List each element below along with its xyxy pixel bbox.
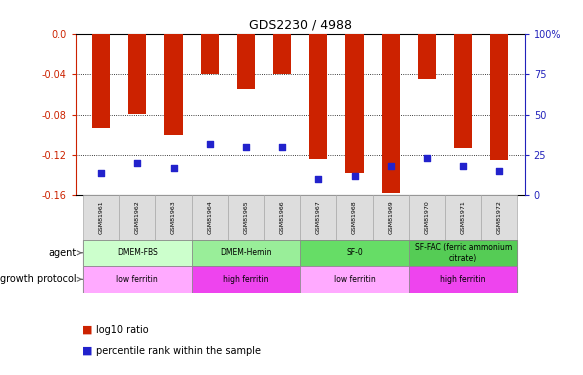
Bar (409, 266, 518, 292)
Text: GSM81961: GSM81961 (99, 201, 104, 234)
Bar (192, 266, 300, 292)
Text: GSM81969: GSM81969 (388, 201, 394, 234)
Text: DMEM-FBS: DMEM-FBS (117, 248, 158, 257)
Text: DMEM-Hemin: DMEM-Hemin (220, 248, 272, 257)
Bar (346, 34, 364, 173)
Bar (192, 195, 228, 240)
Text: high ferritin: high ferritin (223, 275, 269, 284)
Text: GSM81962: GSM81962 (135, 201, 140, 234)
Text: GSM81967: GSM81967 (316, 201, 321, 234)
Bar (300, 240, 409, 266)
Text: low ferritin: low ferritin (333, 275, 375, 284)
Bar (481, 195, 518, 240)
Bar (120, 195, 156, 240)
Text: agent: agent (48, 248, 82, 258)
Bar (445, 195, 481, 240)
Point (278, 144, 287, 150)
Point (495, 168, 504, 174)
Bar (164, 34, 182, 135)
Point (458, 164, 468, 170)
Point (205, 141, 215, 147)
Bar (418, 34, 436, 79)
Text: growth protocol: growth protocol (0, 274, 82, 284)
Bar (201, 34, 219, 74)
Bar (300, 266, 409, 292)
Bar (83, 266, 192, 292)
Text: ■: ■ (82, 346, 92, 355)
Point (169, 165, 178, 171)
Point (422, 155, 431, 161)
Bar (128, 34, 146, 114)
Bar (409, 195, 445, 240)
Text: GSM81965: GSM81965 (244, 201, 248, 234)
Point (241, 144, 251, 150)
Bar (373, 195, 409, 240)
Bar (382, 34, 400, 194)
Bar (156, 195, 192, 240)
Bar (92, 34, 110, 128)
Text: ■: ■ (82, 325, 92, 335)
Bar (454, 34, 472, 148)
Bar (192, 240, 300, 266)
Bar (300, 195, 336, 240)
Bar (490, 34, 508, 160)
Text: percentile rank within the sample: percentile rank within the sample (96, 346, 261, 355)
Bar (273, 34, 291, 74)
Text: GSM81972: GSM81972 (497, 201, 502, 234)
Text: GSM81971: GSM81971 (461, 201, 466, 234)
Point (314, 176, 323, 182)
Text: SF-0: SF-0 (346, 248, 363, 257)
Text: GSM81970: GSM81970 (424, 201, 430, 234)
Bar (336, 195, 373, 240)
Bar (83, 195, 120, 240)
Point (386, 164, 395, 170)
Bar (83, 240, 192, 266)
Text: log10 ratio: log10 ratio (96, 325, 149, 335)
Text: GSM81966: GSM81966 (280, 201, 285, 234)
Text: GSM81964: GSM81964 (207, 201, 212, 234)
Bar (409, 240, 518, 266)
Bar (237, 34, 255, 89)
Title: GDS2230 / 4988: GDS2230 / 4988 (249, 18, 352, 31)
Text: SF-FAC (ferric ammonium
citrate): SF-FAC (ferric ammonium citrate) (415, 243, 512, 262)
Text: high ferritin: high ferritin (440, 275, 486, 284)
Text: GSM81968: GSM81968 (352, 201, 357, 234)
Point (96, 170, 106, 176)
Point (133, 160, 142, 166)
Bar (264, 195, 300, 240)
Point (350, 173, 359, 179)
Bar (310, 34, 328, 159)
Text: GSM81963: GSM81963 (171, 201, 176, 234)
Text: low ferritin: low ferritin (117, 275, 158, 284)
Bar (228, 195, 264, 240)
